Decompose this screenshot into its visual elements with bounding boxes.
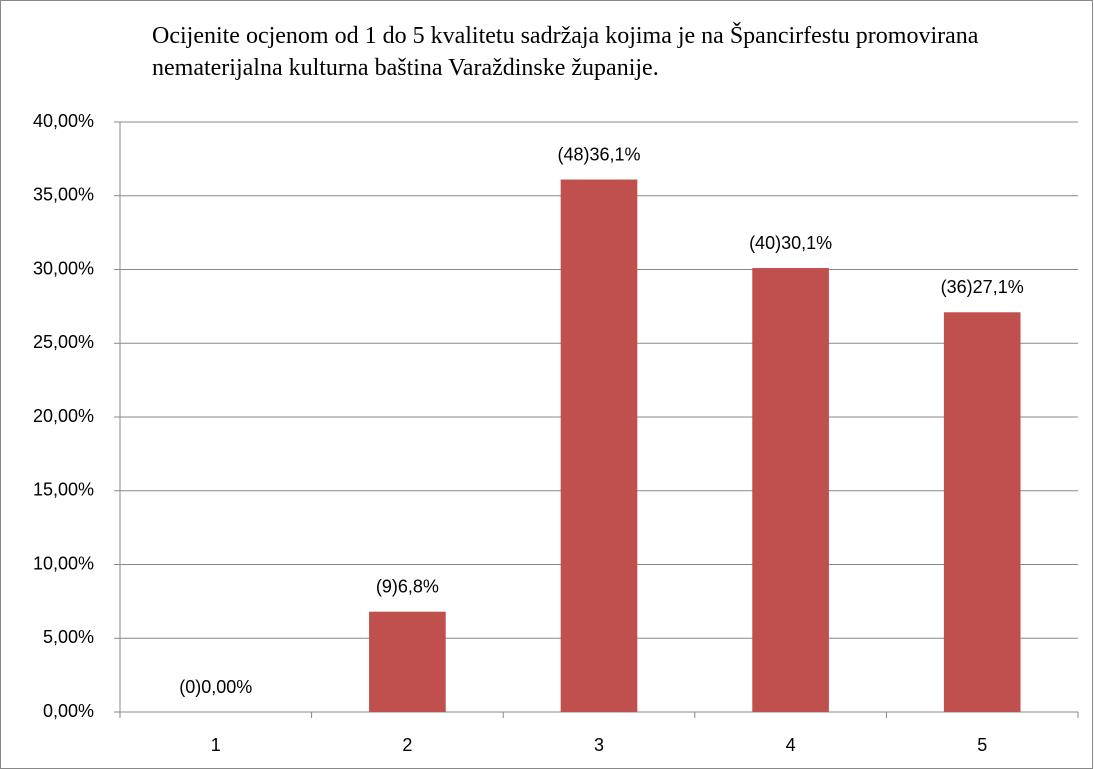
x-tick-label: 2 — [402, 735, 412, 755]
data-label: (0)0,00% — [179, 677, 252, 697]
x-tick-label: 3 — [594, 735, 604, 755]
y-tick-label: 15,00% — [33, 480, 94, 500]
y-tick-label: 25,00% — [33, 332, 94, 352]
data-label: (9)6,8% — [376, 576, 439, 596]
y-tick-label: 10,00% — [33, 553, 94, 573]
y-tick-label: 0,00% — [43, 701, 94, 721]
y-tick-label: 30,00% — [33, 258, 94, 278]
x-tick-label: 4 — [786, 735, 796, 755]
bar — [752, 268, 829, 712]
bar — [369, 611, 446, 712]
y-tick-label: 5,00% — [43, 627, 94, 647]
y-tick-label: 20,00% — [33, 406, 94, 426]
x-tick-label: 5 — [977, 735, 987, 755]
data-label: (48)36,1% — [557, 144, 640, 164]
bar — [943, 312, 1021, 712]
y-tick-label: 40,00% — [33, 111, 94, 131]
data-label: (40)30,1% — [749, 233, 832, 253]
chart-title: Ocijenite ocjenom od 1 do 5 kvalitetu sa… — [152, 23, 979, 81]
x-tick-label: 1 — [211, 735, 221, 755]
data-label: (36)27,1% — [941, 277, 1024, 297]
bar — [560, 179, 638, 712]
y-tick-label: 35,00% — [33, 185, 94, 205]
